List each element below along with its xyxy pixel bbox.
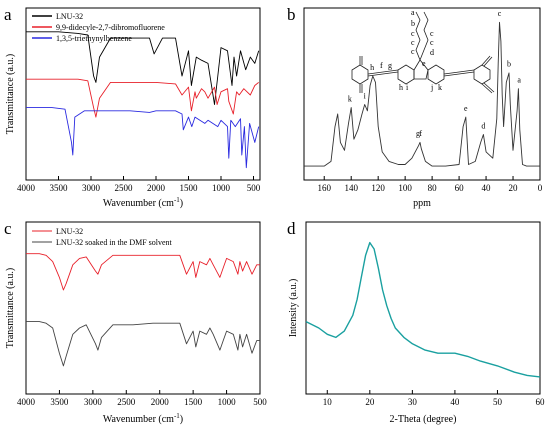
series-line-a-0 <box>26 31 260 105</box>
legend-text-dibromofluorene: 9,9-didecyle-2,7-dibromofluorene <box>56 23 165 32</box>
fluorene-ring-left <box>397 64 415 85</box>
panel-d-ylabel: Intensity (a.u.) <box>288 279 299 338</box>
x-tick-label-a-3: 2500 <box>115 183 134 193</box>
x-tick-label-a-4: 2000 <box>147 183 166 193</box>
x-tick-label-a-0: 4000 <box>17 183 36 193</box>
structure-label-j: j <box>430 83 433 92</box>
panel-a-frame <box>25 7 261 181</box>
series-line-a-2 <box>26 107 260 169</box>
panel-a-legend: LNU-32 9,9-didecyle-2,7-dibromofluorene … <box>32 12 165 43</box>
x-tick-label-c-6: 1000 <box>218 397 237 407</box>
structure-label-a: a <box>411 8 415 17</box>
panel-b-xlabel: ppm <box>413 198 431 209</box>
panel-d: d 10 20 30 40 50 60 2-Theta (degree) Intensit… <box>287 219 545 425</box>
x-tick-label-b-4: 80 <box>428 183 438 193</box>
fluorene-ring-right <box>427 64 445 85</box>
x-tick-label-c-0: 4000 <box>17 397 36 407</box>
x-tick-label-d-5: 60 <box>536 397 546 407</box>
x-tick-label-b-3: 100 <box>398 183 412 193</box>
x-tick-label-c-1: 3500 <box>50 397 69 407</box>
x-tick-label-c-7: 500 <box>253 397 267 407</box>
structure-label-c5: c <box>430 38 434 47</box>
peak-label-i-1: i <box>364 91 367 100</box>
panel-c-frame <box>25 221 261 395</box>
series-line-b-0 <box>304 21 540 167</box>
structure-label-f: f <box>380 61 383 70</box>
peak-label-g-3: g <box>416 129 420 138</box>
peak-label-k-0: k <box>348 94 352 103</box>
molecular-structure: a b c c c c c d e f g h i j k <box>351 8 495 94</box>
x-tick-label-a-2: 3000 <box>82 183 101 193</box>
series-line-a-1 <box>26 78 259 118</box>
structure-label-c1: c <box>411 29 415 38</box>
structure-label-c4: c <box>430 29 434 38</box>
benzene-ring-left <box>351 64 369 85</box>
panel-a: a 4000 3500 3000 2500 2000 1500 1000 500 LNU-32… <box>4 5 261 209</box>
legend-text-lnu32: LNU-32 <box>56 12 83 21</box>
series-line-c-0 <box>26 253 260 291</box>
benzene-ring-right <box>473 64 491 85</box>
x-tick-label-d-2: 30 <box>408 397 418 407</box>
x-tick-label-b-1: 140 <box>344 183 358 193</box>
x-tick-label-a-6: 1000 <box>212 183 231 193</box>
panel-d-xlabel: 2-Theta (degree) <box>390 414 457 425</box>
panel-c-xlabel: Wavenumber (cm-1) <box>103 412 183 425</box>
peak-label-c-7: c <box>498 9 502 18</box>
structure-label-c3: c <box>411 47 415 56</box>
peak-label-d-6: d <box>481 121 485 130</box>
structure-label-c2: c <box>411 38 415 47</box>
x-tick-label-a-5: 1500 <box>180 183 199 193</box>
x-tick-label-b-2: 120 <box>371 183 385 193</box>
peak-label-a-9: a <box>517 76 521 85</box>
panel-d-frame <box>305 221 541 395</box>
x-tick-label-b-5: 60 <box>455 183 465 193</box>
structure-label-h: h <box>399 83 403 92</box>
panel-b-frame <box>303 7 541 181</box>
structure-label-b: b <box>411 19 415 28</box>
panel-label-d: d <box>287 219 296 238</box>
series-line-c-1 <box>26 321 260 367</box>
peak-label-f-4: f <box>419 129 422 138</box>
x-tick-label-c-3: 2500 <box>117 397 136 407</box>
structure-label-i: i <box>406 83 409 92</box>
alkyl-chain-right <box>419 11 429 61</box>
panel-a-xlabel: Wavenumber (cm-1) <box>103 196 183 209</box>
panel-c-ylabel: Transmittance (a.u.) <box>5 268 16 348</box>
x-tick-label-b-6: 40 <box>482 183 492 193</box>
x-tick-label-d-1: 20 <box>365 397 375 407</box>
structure-label-k: k <box>438 83 442 92</box>
structure-label-e: e <box>422 59 426 68</box>
peak-label-e-5: e <box>464 104 468 113</box>
peak-label-h-2: h <box>370 63 374 72</box>
x-tick-label-d-4: 50 <box>493 397 503 407</box>
panel-label-c: c <box>4 219 12 238</box>
legend-text-lnu32-c: LNU-32 <box>56 227 83 236</box>
x-tick-label-d-3: 40 <box>450 397 460 407</box>
peak-label-b-8: b <box>507 60 511 69</box>
panel-label-a: a <box>4 5 12 24</box>
x-tick-label-c-4: 2000 <box>151 397 170 407</box>
panel-label-b: b <box>287 5 296 24</box>
alkyl-chain-left <box>415 11 421 61</box>
legend-text-triethynylbenzene: 1,3,5-triethynylbenzene <box>56 34 132 43</box>
x-tick-label-a-1: 3500 <box>50 183 69 193</box>
x-tick-label-a-7: 500 <box>247 183 261 193</box>
structure-label-g: g <box>388 61 392 70</box>
x-tick-label-b-0: 160 <box>317 183 331 193</box>
panel-c-legend: LNU-32 LNU-32 soaked in the DMF solvent <box>32 227 173 247</box>
x-tick-label-d-0: 10 <box>323 397 333 407</box>
x-tick-label-c-2: 3000 <box>84 397 103 407</box>
series-line-d-0 <box>305 241 541 378</box>
x-tick-label-b-8: 0 <box>538 183 543 193</box>
fluorene-five-ring <box>413 59 429 80</box>
panel-c: c 4000 3500 3000 2500 2000 1500 1000 500 LNU-32… <box>4 219 267 425</box>
x-tick-label-c-5: 1500 <box>184 397 203 407</box>
x-tick-label-b-7: 20 <box>509 183 519 193</box>
legend-text-dmf: LNU-32 soaked in the DMF solvent <box>56 238 173 247</box>
structure-label-d: d <box>430 48 434 57</box>
panel-a-ylabel: Transmittance (a.u.) <box>5 54 16 134</box>
